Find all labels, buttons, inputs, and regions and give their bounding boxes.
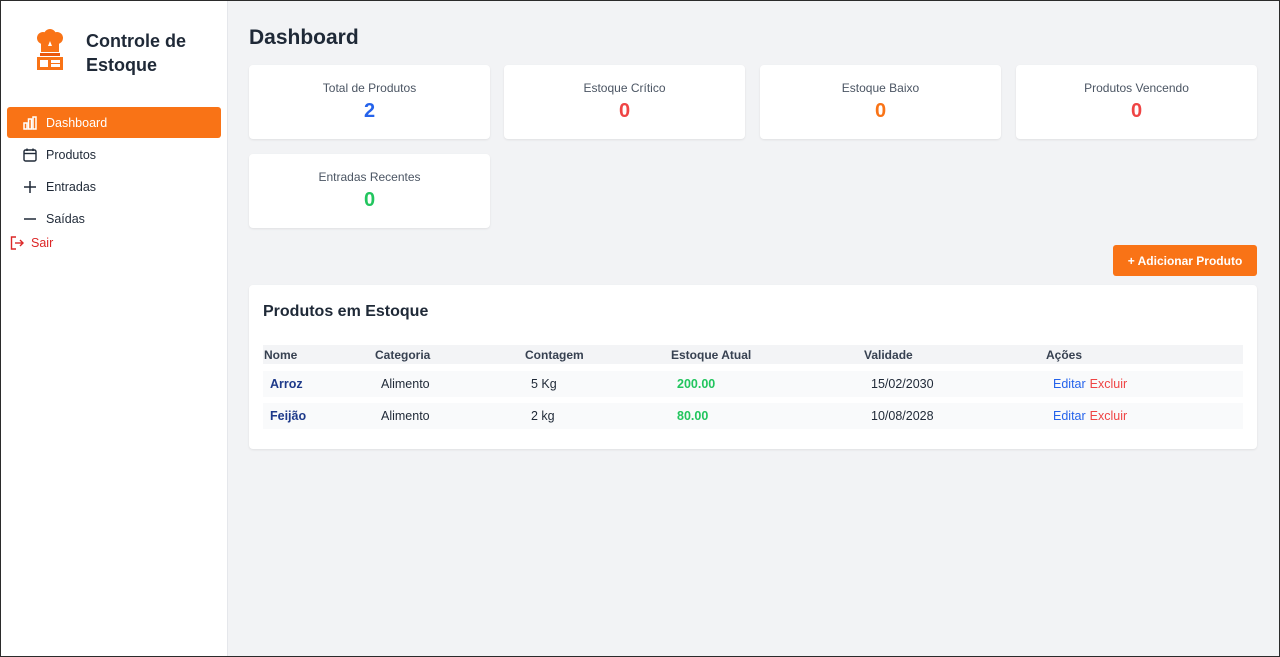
stat-label: Total de Produtos bbox=[322, 81, 417, 95]
brand: Controle de Estoque bbox=[34, 29, 196, 77]
stat-label: Estoque Crítico bbox=[583, 81, 666, 95]
delete-button[interactable]: Excluir bbox=[1089, 409, 1128, 423]
column-header-contagem: Contagem bbox=[525, 347, 584, 362]
table-title: Produtos em Estoque bbox=[263, 303, 429, 320]
cell-categoria: Alimento bbox=[381, 409, 430, 423]
sidebar-item-entradas[interactable]: Entradas bbox=[7, 171, 221, 202]
cell-categoria: Alimento bbox=[381, 377, 430, 391]
cell-acoes: Editar Excluir bbox=[1053, 403, 1127, 429]
cell-validade: 10/08/2028 bbox=[871, 409, 934, 423]
cell-nome: Feijão bbox=[270, 409, 307, 423]
stat-value: 2 bbox=[363, 100, 376, 122]
page-title: Dashboard bbox=[249, 26, 359, 49]
logout-link[interactable]: Sair bbox=[9, 235, 53, 251]
stat-card-total-produtos: Total de Produtos 2 bbox=[249, 65, 490, 139]
sidebar-item-label: Saídas bbox=[46, 211, 85, 226]
stat-card-entradas-recentes: Entradas Recentes 0 bbox=[249, 154, 490, 228]
stat-label: Produtos Vencendo bbox=[1084, 81, 1189, 95]
minus-icon bbox=[21, 210, 39, 228]
cell-acoes: Editar Excluir bbox=[1053, 371, 1127, 397]
column-header-categoria: Categoria bbox=[375, 347, 431, 362]
add-product-button[interactable]: + Adicionar Produto bbox=[1113, 245, 1257, 276]
table-row: Feijão Alimento 2 kg 80.00 10/08/2028 Ed… bbox=[263, 403, 1243, 429]
cell-nome: Arroz bbox=[270, 377, 303, 391]
calendar-icon bbox=[21, 146, 39, 164]
bar-chart-icon bbox=[21, 114, 39, 132]
stat-card-estoque-baixo: Estoque Baixo 0 bbox=[760, 65, 1001, 139]
edit-button[interactable]: Editar bbox=[1053, 409, 1086, 423]
sidebar-nav: Dashboard Produtos Entradas bbox=[7, 107, 221, 235]
cell-contagem: 5 Kg bbox=[531, 377, 557, 391]
sidebar-item-label: Dashboard bbox=[46, 115, 108, 130]
column-header-estoque-atual: Estoque Atual bbox=[671, 347, 752, 362]
sidebar-item-saidas[interactable]: Saídas bbox=[7, 203, 221, 234]
edit-button[interactable]: Editar bbox=[1053, 377, 1086, 391]
stat-value: 0 bbox=[1130, 100, 1143, 122]
stat-label: Entradas Recentes bbox=[318, 170, 421, 184]
products-table-panel: Produtos em Estoque Nome Categoria Conta… bbox=[249, 285, 1257, 449]
logout-icon bbox=[9, 235, 25, 251]
cell-estoque-atual: 80.00 bbox=[677, 409, 709, 423]
column-header-acoes: Ações bbox=[1046, 347, 1083, 362]
brand-title: Controle de Estoque bbox=[86, 31, 187, 75]
chef-hat-stove-icon bbox=[37, 29, 63, 70]
column-header-nome: Nome bbox=[264, 347, 298, 362]
cell-contagem: 2 kg bbox=[531, 409, 555, 423]
sidebar: Controle de Estoque Dashboard Produtos bbox=[1, 1, 228, 656]
stat-card-produtos-vencendo: Produtos Vencendo 0 bbox=[1016, 65, 1257, 139]
sidebar-item-dashboard[interactable]: Dashboard bbox=[7, 107, 221, 138]
stat-card-estoque-critico: Estoque Crítico 0 bbox=[504, 65, 745, 139]
sidebar-item-label: Produtos bbox=[46, 147, 97, 162]
column-header-validade: Validade bbox=[864, 347, 913, 362]
table-header: Nome Categoria Contagem Estoque Atual Va… bbox=[263, 345, 1243, 364]
stat-value: 0 bbox=[363, 189, 376, 211]
cell-estoque-atual: 200.00 bbox=[677, 377, 716, 391]
sidebar-item-produtos[interactable]: Produtos bbox=[7, 139, 221, 170]
delete-button[interactable]: Excluir bbox=[1089, 377, 1128, 391]
plus-icon bbox=[21, 178, 39, 196]
stat-label: Estoque Baixo bbox=[841, 81, 920, 95]
logout-label: Sair bbox=[31, 236, 54, 250]
cell-validade: 15/02/2030 bbox=[871, 377, 934, 391]
table-row: Arroz Alimento 5 Kg 200.00 15/02/2030 Ed… bbox=[263, 371, 1243, 397]
stat-value: 0 bbox=[874, 100, 887, 122]
stat-value: 0 bbox=[618, 100, 631, 122]
sidebar-item-label: Entradas bbox=[46, 179, 97, 194]
